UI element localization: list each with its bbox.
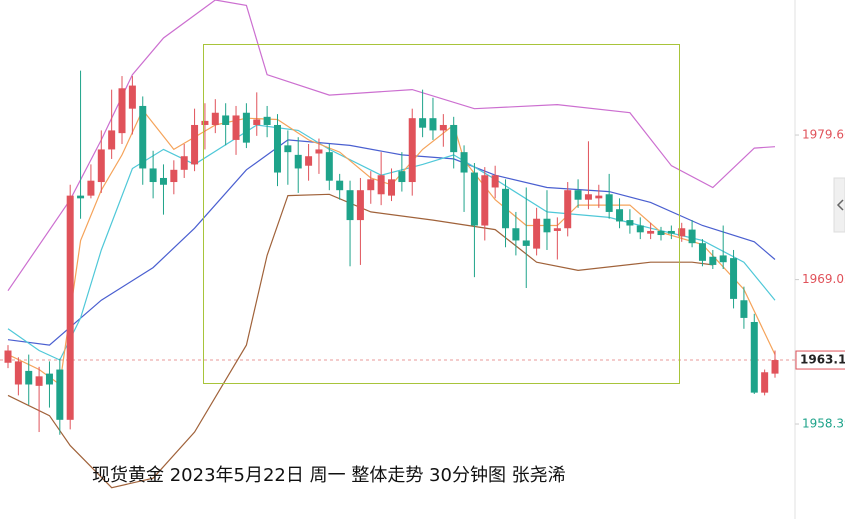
- candle-body: [356, 190, 364, 221]
- candle-body: [408, 118, 416, 183]
- candle-body: [709, 256, 717, 265]
- candle-body: [191, 124, 199, 165]
- candle-body: [211, 112, 219, 125]
- candle-body: [232, 115, 240, 140]
- candle-body: [439, 124, 447, 131]
- candle-body: [253, 119, 261, 125]
- candle-body: [460, 152, 468, 173]
- candle-body: [678, 228, 686, 237]
- candle-body: [284, 145, 292, 153]
- candle-body: [305, 156, 313, 166]
- candle-body: [667, 230, 675, 234]
- caption: 现货黄金 2023年5月22日 周一 整体走势 30分钟图 张尧浠: [92, 465, 566, 486]
- candle-body: [35, 376, 43, 386]
- candle-body: [429, 118, 437, 131]
- candle-body: [388, 179, 396, 196]
- candle-body: [584, 194, 592, 200]
- candle-body: [522, 240, 530, 246]
- plot-area: [0, 0, 795, 489]
- candle-body: [553, 228, 561, 231]
- candle-body: [647, 230, 655, 234]
- candle-body: [97, 149, 105, 183]
- candle-body: [87, 180, 95, 196]
- candle-body: [605, 194, 613, 212]
- candle-body: [533, 218, 541, 249]
- candle-body: [574, 190, 582, 200]
- candle-body: [336, 180, 344, 191]
- candle-body: [108, 130, 116, 150]
- candle-body: [66, 195, 74, 420]
- candle-body: [149, 168, 157, 183]
- candle-body: [761, 372, 769, 393]
- candle-body: [159, 177, 167, 185]
- candle-body: [118, 88, 126, 134]
- candle-body: [771, 360, 779, 374]
- candle-body: [730, 258, 738, 299]
- candle-body: [56, 369, 64, 420]
- candle-body: [45, 373, 53, 385]
- candle-body: [740, 300, 748, 318]
- candle-body: [595, 195, 603, 199]
- side-tab-arrow: [836, 199, 844, 211]
- candle-body: [616, 209, 624, 222]
- last-price-label: 1963.10: [800, 353, 845, 367]
- y-tick-label: 1958.39: [802, 417, 845, 431]
- side-tab[interactable]: [833, 177, 845, 233]
- y-tick-label: 1979.66: [802, 128, 845, 142]
- candle-body: [564, 190, 572, 229]
- candle-body: [4, 350, 12, 363]
- candle-body: [180, 156, 188, 170]
- candle-body: [657, 230, 665, 236]
- candle-body: [502, 188, 510, 229]
- candle-body: [201, 120, 209, 125]
- candle-body: [325, 152, 333, 181]
- candle-body: [242, 112, 250, 143]
- candle-body: [77, 195, 85, 199]
- candle-body: [543, 218, 551, 233]
- y-tick-label: 1969.02: [802, 272, 845, 286]
- candle-body: [14, 361, 22, 385]
- candle-body: [315, 149, 323, 154]
- candle-body: [450, 124, 458, 153]
- candle-body: [139, 105, 147, 169]
- candle-body: [128, 85, 136, 109]
- candle-body: [170, 169, 178, 183]
- candle-body: [398, 171, 406, 183]
- candle-body: [698, 243, 706, 261]
- candle-body: [491, 175, 499, 188]
- candle-body: [688, 229, 696, 244]
- candle-body: [750, 321, 758, 393]
- candle-body: [512, 228, 520, 241]
- candle-body: [367, 179, 375, 191]
- candle-body: [346, 190, 354, 221]
- candle-body: [273, 124, 281, 173]
- candle-body: [294, 154, 302, 169]
- candle-body: [636, 225, 644, 233]
- candle-body: [419, 118, 427, 128]
- price-axis: 1990.291979.661969.021958.391963.10: [795, 128, 845, 431]
- candle-body: [222, 115, 230, 125]
- last-price-box: [795, 350, 845, 370]
- indicator-line: [7, 193, 713, 489]
- candle-body: [263, 116, 271, 125]
- indicator-line: [7, 124, 776, 361]
- annotation-box: [203, 44, 680, 384]
- candle-body: [719, 255, 727, 263]
- candle-body: [626, 220, 634, 226]
- candle-body: [481, 175, 489, 226]
- candle-body: [470, 172, 478, 226]
- candle-body: [377, 175, 385, 195]
- candle-body: [25, 370, 33, 385]
- indicator-line: [7, 0, 776, 292]
